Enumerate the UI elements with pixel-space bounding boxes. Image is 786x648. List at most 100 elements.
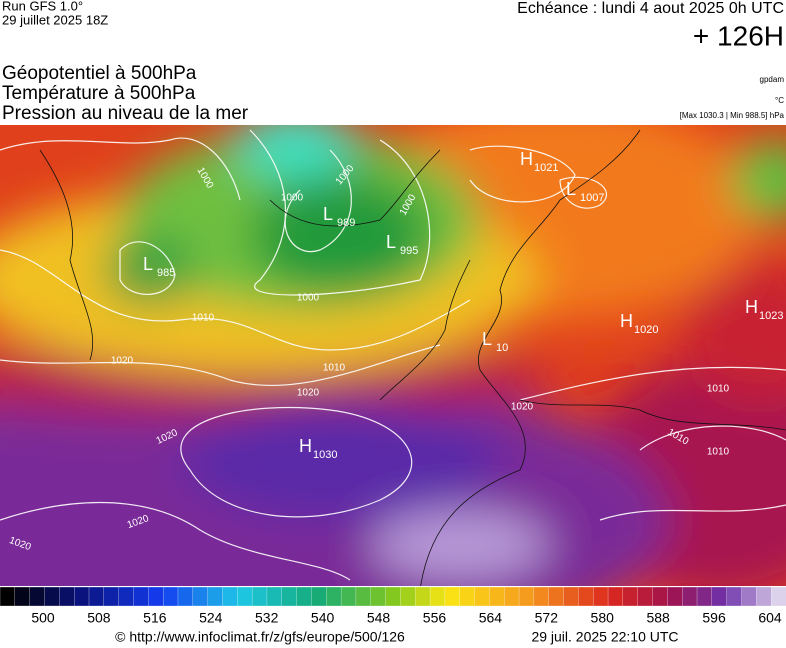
pressure-center-letter: H xyxy=(520,149,533,169)
run: Run GFS 1.0° xyxy=(2,0,83,13)
color-swatch xyxy=(103,586,120,607)
isobar-label: 1000 xyxy=(281,193,304,204)
layer: Température à 500hPa xyxy=(2,83,196,104)
color-swatch xyxy=(326,586,342,607)
isobar-label: 1010 xyxy=(707,447,730,458)
color-swatch xyxy=(14,586,31,607)
layer: Géopotentiel à 500hPa xyxy=(2,63,197,84)
layer: Pression au niveau de la mer xyxy=(2,103,249,124)
color-swatch xyxy=(667,586,683,607)
color-swatch xyxy=(222,586,238,607)
color-swatch xyxy=(578,586,594,607)
color-swatch xyxy=(489,586,505,607)
color-swatch xyxy=(0,586,16,607)
isobar-label: 1020 xyxy=(511,402,534,413)
colorbar-tick-label: 532 xyxy=(255,610,279,626)
color-swatch xyxy=(400,586,416,607)
pressure-center-value: 989 xyxy=(337,217,355,229)
lead-time: + 126H xyxy=(693,20,784,51)
color-swatch xyxy=(637,586,654,607)
color-swatch xyxy=(622,586,639,607)
isobar-label: 1020 xyxy=(111,356,134,367)
colorbar-tick-label: 548 xyxy=(367,610,391,626)
colorbar-tick-label: 604 xyxy=(758,610,782,626)
colorbar-tick-label: 588 xyxy=(646,610,670,626)
color-swatch xyxy=(563,586,580,607)
color-swatch xyxy=(459,586,476,607)
pressure-center-letter: H xyxy=(745,297,758,317)
color-swatch xyxy=(474,586,491,607)
pressure-center-value: 1020 xyxy=(634,324,658,336)
color-swatch xyxy=(726,586,743,607)
color-swatch xyxy=(548,586,565,607)
colorbar-tick-label: 500 xyxy=(31,610,55,626)
pressure-center-value: 1007 xyxy=(580,192,604,204)
pressure-center-letter: L xyxy=(386,232,396,252)
color-swatch xyxy=(192,586,209,607)
color-swatch xyxy=(355,586,372,607)
isobar-label: 1010 xyxy=(323,363,346,374)
colorbar-tick-label: 516 xyxy=(143,610,167,626)
isobar-label: 1020 xyxy=(297,388,320,399)
pressure-center-letter: L xyxy=(143,254,153,274)
pressure-center-value: 10 xyxy=(496,342,508,354)
color-swatch xyxy=(682,586,698,607)
color-swatch xyxy=(207,586,224,607)
color-swatch xyxy=(533,586,550,607)
colorbar-tick-label: 508 xyxy=(87,610,111,626)
pressure-center-value: 985 xyxy=(157,267,175,279)
color-swatch xyxy=(741,586,757,607)
color-swatch xyxy=(296,586,313,607)
color-swatch xyxy=(504,586,520,607)
colorbar-tick-label: 564 xyxy=(479,610,503,626)
pressure-center-letter: H xyxy=(620,311,633,331)
isobar-label: 1000 xyxy=(297,293,320,304)
isobar-label: 1010 xyxy=(192,313,215,324)
color-swatch xyxy=(148,586,164,607)
color-swatch xyxy=(607,586,624,607)
color-swatch xyxy=(44,586,60,607)
color-swatch xyxy=(711,586,728,607)
isobar-label: 1010 xyxy=(707,384,730,395)
run-date: 29 juillet 2025 18Z xyxy=(2,12,108,27)
valid-time: Echéance : lundi 4 aout 2025 0h UTC xyxy=(517,0,784,17)
pressure-center-letter: L xyxy=(323,204,333,224)
color-swatch xyxy=(771,586,786,607)
color-swatch xyxy=(118,586,135,607)
colorbar-tick-label: 580 xyxy=(591,610,615,626)
colorbar-tick-label: 524 xyxy=(199,610,223,626)
colorbar: 500 508 516 524 532 540 548 556 564 572 580 588 596 6… xyxy=(0,586,786,626)
timestamp: 29 juil. 2025 22:10 UTC xyxy=(531,629,678,645)
pressure-range: [Max 1030.3 | Min 988.5] hPa xyxy=(680,111,785,120)
color-swatch xyxy=(756,586,772,607)
color-swatch xyxy=(133,586,149,607)
pressure-center-value: 995 xyxy=(400,245,418,257)
unit: gpdam xyxy=(760,75,785,84)
color-swatch xyxy=(281,586,298,607)
color-swatch xyxy=(370,586,387,607)
color-swatch xyxy=(311,586,327,607)
color-swatch xyxy=(340,586,357,607)
colorbar-tick-label: 540 xyxy=(311,610,335,626)
color-swatch xyxy=(652,586,669,607)
color-swatch xyxy=(251,586,268,607)
colorbar-tick-label: 572 xyxy=(535,610,559,626)
source-url: © http://www.infoclimat.fr/z/gfs/europe/… xyxy=(115,629,405,645)
color-swatch xyxy=(518,586,535,607)
color-swatch xyxy=(88,586,105,607)
header: Run GFS 1.0° 29 juillet 2025 18Z Echéanc… xyxy=(2,0,785,124)
footer: © http://www.infoclimat.fr/z/gfs/europe/… xyxy=(115,629,678,645)
color-swatch xyxy=(385,586,402,607)
pressure-center-letter: H xyxy=(299,436,312,456)
color-swatch xyxy=(177,586,194,607)
color-swatch xyxy=(29,586,46,607)
color-swatch xyxy=(415,586,431,607)
color-swatch xyxy=(696,586,713,607)
color-swatch xyxy=(74,586,90,607)
pressure-center-value: 1030 xyxy=(313,449,337,461)
pressure-center-letter: L xyxy=(566,179,576,199)
pressure-center-value: 1021 xyxy=(534,162,558,174)
pressure-center-letter: L xyxy=(482,329,492,349)
color-swatch xyxy=(444,586,461,607)
